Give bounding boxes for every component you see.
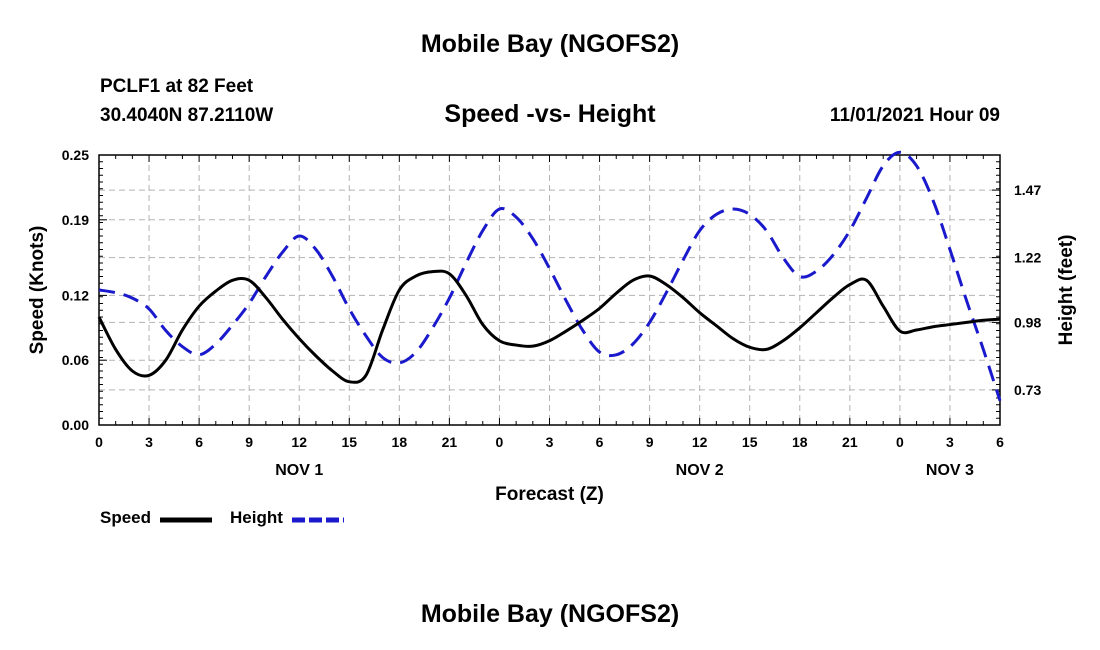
datetime-label: 11/01/2021 Hour 09 (829, 105, 1000, 126)
y-right-tick-label: 0.73 (1014, 382, 1041, 398)
x-tick-label: 0 (496, 434, 504, 450)
legend-speed-label: Speed (100, 508, 152, 527)
date-label: NOV 3 (926, 462, 974, 479)
chart: 0 3 6 9 12 15 18 21 0 3 6 9 12 15 18 21 0 3 6 0.00 0.06 0.12 0… (27, 147, 1077, 523)
y-right-tick-label: 1.47 (1014, 182, 1041, 198)
x-tick-label: 6 (596, 434, 604, 450)
x-tick-label: 6 (996, 434, 1004, 450)
x-tick-label: 6 (195, 434, 203, 450)
station-label: PCLF1 at 82 Feet (100, 76, 254, 97)
series-line-speed (97, 269, 1001, 384)
x-tick-label: 9 (646, 434, 654, 450)
x-tick-label: 18 (792, 434, 808, 450)
x-tick-label: 0 (896, 434, 904, 450)
x-tick-label: 3 (946, 434, 954, 450)
y-left-tick-label: 0.19 (62, 212, 89, 228)
legend-height-label: Height (230, 508, 283, 527)
x-tick-label: 12 (291, 434, 307, 450)
x-tick-label: 3 (546, 434, 554, 450)
y-axis-right-label: Height (feet) (1056, 235, 1077, 346)
y-left-tick-label: 0.12 (62, 287, 89, 303)
date-label: NOV 2 (676, 462, 724, 479)
page-title-top: Mobile Bay (NGOFS2) (420, 30, 680, 58)
date-label: NOV 1 (275, 462, 323, 479)
x-tick-label: 21 (442, 434, 458, 450)
y-left-tick-label: 0.25 (62, 147, 89, 163)
chart-title: Speed -vs- Height (444, 100, 656, 128)
x-tick-label: 3 (145, 434, 153, 450)
y-left-tick-label: 0.00 (62, 417, 89, 433)
x-tick-label: 12 (692, 434, 708, 450)
x-tick-label: 18 (392, 434, 408, 450)
y-left-tick-label: 0.06 (62, 352, 89, 368)
y-axis-left-label: Speed (Knots) (27, 226, 48, 355)
x-tick-label: 0 (95, 434, 103, 450)
series-layer (97, 150, 1002, 402)
chart-grid (99, 155, 1000, 425)
chart-labels: 0 3 6 9 12 15 18 21 0 3 6 9 12 15 18 21 0 3 6 0.00 0.06 0.12 0… (62, 147, 1042, 479)
y-right-tick-label: 0.98 (1014, 314, 1041, 330)
x-tick-label: 15 (341, 434, 357, 450)
y-right-tick-label: 1.22 (1014, 250, 1041, 266)
coordinates-label: 30.4040N 87.2110W (100, 105, 274, 126)
x-axis-label: Forecast (Z) (495, 484, 604, 505)
x-tick-label: 15 (742, 434, 758, 450)
x-tick-label: 21 (842, 434, 858, 450)
page-title-bottom: Mobile Bay (NGOFS2) (420, 600, 680, 628)
x-tick-label: 9 (245, 434, 253, 450)
